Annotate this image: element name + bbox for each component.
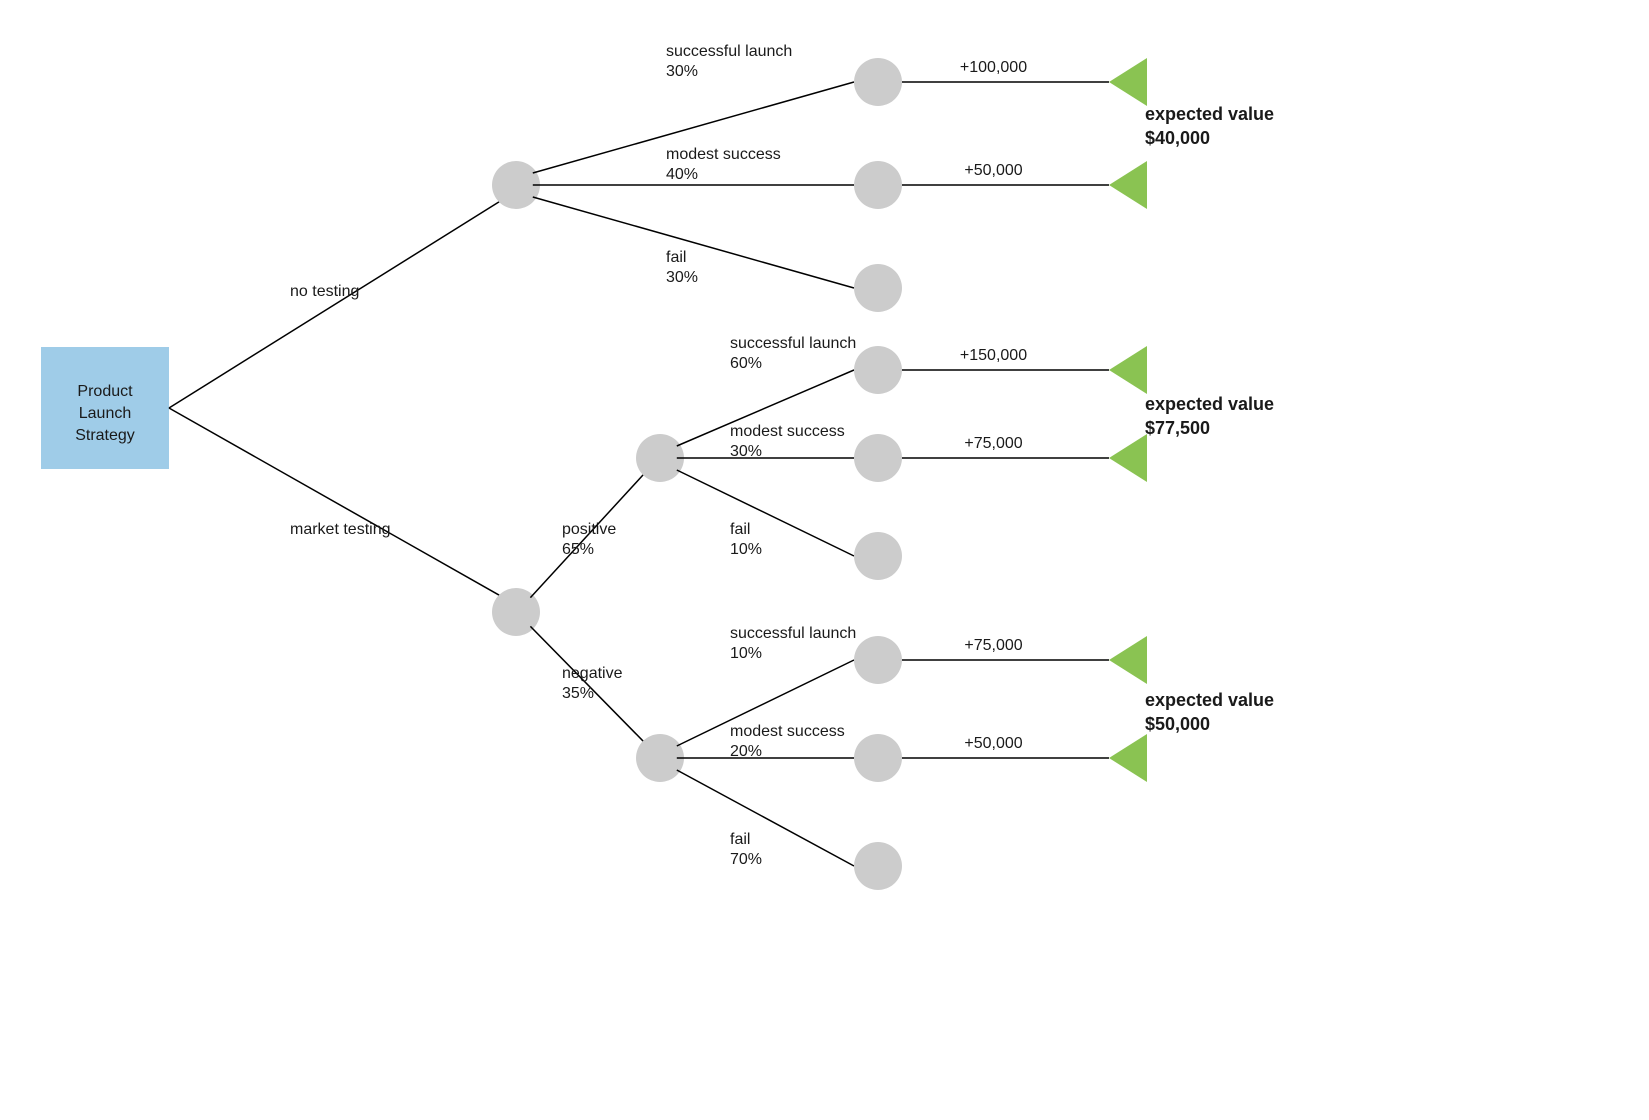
label-nt-2-pct: 30%: [666, 269, 698, 286]
edge-neg-2: [677, 770, 854, 866]
label-negative-1: negative: [562, 665, 623, 682]
label-nt-1-pct: 40%: [666, 166, 698, 183]
ev-neg-1: expected value: [1145, 690, 1274, 710]
label-pos-1-pct: 30%: [730, 443, 762, 460]
leaf-pos-0: [854, 346, 902, 394]
label-no-testing: no testing: [290, 283, 359, 300]
leaf-neg-0: [854, 636, 902, 684]
ev-pos-2: $77,500: [1145, 418, 1210, 438]
edge-negative: [530, 626, 643, 741]
root-label-line: Launch: [79, 405, 132, 422]
payoff-nt-0: +100,000: [960, 59, 1027, 76]
label-pos-2-name: fail: [730, 521, 750, 538]
terminal-nt-1: [1109, 161, 1147, 209]
label-nt-0-name: successful launch: [666, 43, 792, 60]
label-neg-0-pct: 10%: [730, 645, 762, 662]
ev-nt-1: expected value: [1145, 104, 1274, 124]
payoff-pos-1: +75,000: [964, 435, 1022, 452]
label-positive-1: positive: [562, 521, 616, 538]
leaf-pos-1: [854, 434, 902, 482]
terminal-neg-0: [1109, 636, 1147, 684]
root-label-line: Strategy: [75, 427, 135, 444]
decision-tree-svg: Product Launch Strategy no testing successfu…: [0, 0, 1649, 1120]
leaf-nt-2: [854, 264, 902, 312]
terminal-nt-0: [1109, 58, 1147, 106]
label-nt-0-pct: 30%: [666, 63, 698, 80]
leaf-nt-0: [854, 58, 902, 106]
label-pos-2-pct: 10%: [730, 541, 762, 558]
label-market-testing: market testing: [290, 521, 390, 538]
label-neg-1-pct: 20%: [730, 743, 762, 760]
payoff-nt-1: +50,000: [964, 162, 1022, 179]
label-nt-1-name: modest success: [666, 146, 781, 163]
leaf-neg-1: [854, 734, 902, 782]
payoff-pos-0: +150,000: [960, 347, 1027, 364]
ev-nt-2: $40,000: [1145, 128, 1210, 148]
terminal-neg-1: [1109, 734, 1147, 782]
label-neg-0-name: successful launch: [730, 625, 856, 642]
edge-pos-2: [677, 470, 854, 556]
label-neg-2-pct: 70%: [730, 851, 762, 868]
label-positive-2: 65%: [562, 541, 594, 558]
label-pos-0-name: successful launch: [730, 335, 856, 352]
label-nt-2-name: fail: [666, 249, 686, 266]
edge-market-testing: [169, 408, 499, 595]
label-negative-2: 35%: [562, 685, 594, 702]
payoff-neg-1: +50,000: [964, 735, 1022, 752]
terminal-pos-0: [1109, 346, 1147, 394]
root-label-line: Product: [77, 383, 133, 400]
payoff-neg-0: +75,000: [964, 637, 1022, 654]
label-pos-1-name: modest success: [730, 423, 845, 440]
terminal-pos-1: [1109, 434, 1147, 482]
leaf-nt-1: [854, 161, 902, 209]
label-neg-1-name: modest success: [730, 723, 845, 740]
ev-neg-2: $50,000: [1145, 714, 1210, 734]
label-pos-0-pct: 60%: [730, 355, 762, 372]
label-neg-2-name: fail: [730, 831, 750, 848]
edge-no-testing: [169, 202, 499, 408]
leaf-neg-2: [854, 842, 902, 890]
leaf-pos-2: [854, 532, 902, 580]
ev-pos-1: expected value: [1145, 394, 1274, 414]
